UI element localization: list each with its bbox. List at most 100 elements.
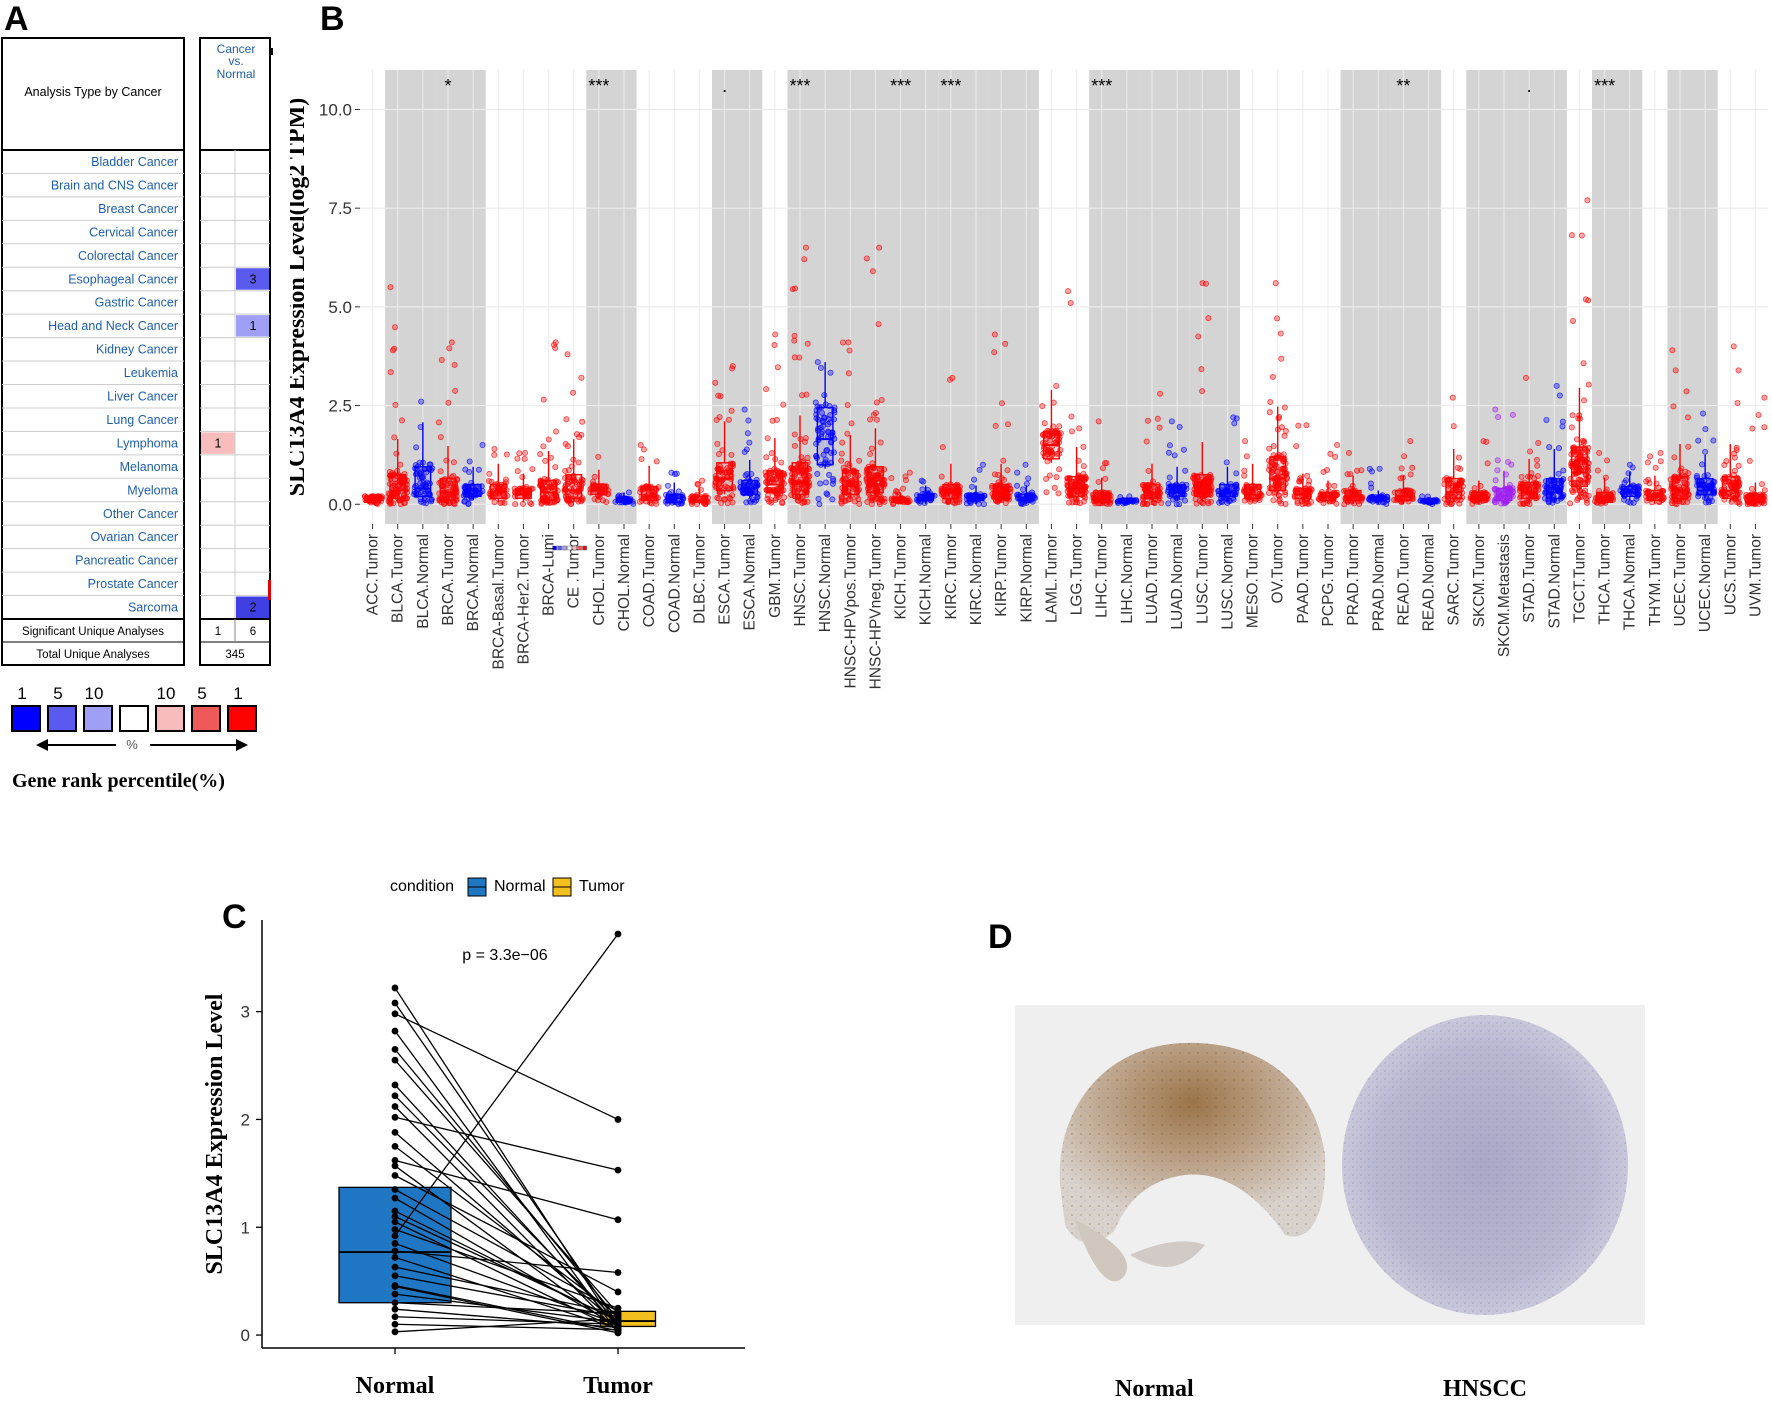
data-point bbox=[514, 468, 521, 475]
data-point bbox=[448, 339, 455, 346]
data-point bbox=[1266, 445, 1273, 452]
legend-arrowhead-left bbox=[36, 739, 48, 751]
data-point bbox=[1695, 437, 1702, 444]
y-tick-label: 1 bbox=[241, 1218, 250, 1237]
data-point bbox=[1267, 399, 1274, 406]
normal-point bbox=[391, 1299, 399, 1307]
x-tick-label: THCA.Tumor bbox=[1597, 534, 1614, 625]
data-point bbox=[716, 414, 723, 421]
data-point bbox=[1014, 482, 1021, 489]
x-tick-label: CHOL.Normal bbox=[616, 534, 633, 631]
data-point bbox=[872, 481, 879, 488]
data-point bbox=[1495, 414, 1502, 421]
data-point bbox=[729, 492, 736, 499]
data-point bbox=[552, 428, 559, 435]
data-point bbox=[1584, 197, 1591, 204]
data-point bbox=[1145, 467, 1152, 474]
data-point bbox=[1304, 472, 1311, 479]
data-point bbox=[1166, 474, 1173, 481]
x-tick-label: LUSC.Tumor bbox=[1194, 534, 1211, 624]
data-point bbox=[803, 391, 810, 398]
data-point bbox=[1761, 487, 1768, 494]
data-point bbox=[1585, 492, 1592, 499]
data-point bbox=[387, 284, 394, 291]
x-tick-label: BLCA.Tumor bbox=[390, 534, 407, 623]
data-point bbox=[1180, 446, 1187, 453]
legend-title: Gene rank percentile(%) bbox=[12, 770, 225, 792]
data-point bbox=[391, 324, 398, 331]
data-point bbox=[1568, 424, 1575, 431]
data-point bbox=[714, 440, 721, 447]
data-point bbox=[1022, 461, 1029, 468]
x-tick-label: UVM.Tumor bbox=[1747, 534, 1764, 617]
data-point bbox=[1555, 445, 1562, 452]
data-point bbox=[768, 450, 775, 457]
pair-line bbox=[394, 1116, 619, 1171]
data-point bbox=[1484, 460, 1491, 467]
data-point bbox=[1546, 444, 1553, 451]
data-point bbox=[826, 471, 833, 478]
tumor-point bbox=[614, 1116, 622, 1123]
data-point bbox=[1095, 478, 1102, 485]
row-label: Kidney Cancer bbox=[96, 343, 178, 357]
data-point bbox=[838, 457, 845, 464]
x-tick-label: CHOL.Tumor bbox=[591, 534, 608, 626]
x-tick-label: PAAD.Tumor bbox=[1295, 534, 1312, 624]
data-point bbox=[452, 387, 459, 394]
data-point bbox=[1056, 423, 1063, 430]
x-tick-label: PRAD.Tumor bbox=[1345, 534, 1362, 626]
cell-value-right: 2 bbox=[250, 601, 257, 615]
box bbox=[439, 477, 457, 502]
data-point bbox=[1202, 280, 1209, 287]
data-point bbox=[1345, 449, 1352, 456]
data-point bbox=[1000, 457, 1007, 464]
data-point bbox=[450, 459, 457, 466]
x-tick-label: HNSC.Normal bbox=[817, 534, 834, 632]
data-point bbox=[499, 485, 506, 492]
data-point bbox=[1242, 438, 1249, 445]
data-point bbox=[1276, 498, 1283, 505]
data-point bbox=[746, 439, 753, 446]
data-point bbox=[1494, 467, 1501, 474]
data-point bbox=[991, 331, 998, 338]
data-point bbox=[638, 456, 645, 463]
y-tick-label: 0.0 bbox=[328, 495, 352, 514]
data-point bbox=[838, 450, 845, 457]
data-point bbox=[1243, 453, 1250, 460]
significance-mark: *** bbox=[890, 76, 911, 96]
normal-point bbox=[391, 1240, 399, 1247]
data-point bbox=[1293, 443, 1300, 450]
data-point bbox=[491, 451, 498, 458]
data-point bbox=[573, 431, 580, 438]
data-point bbox=[1333, 500, 1340, 507]
data-point bbox=[744, 430, 751, 437]
data-point bbox=[1535, 440, 1542, 447]
data-point bbox=[1594, 467, 1601, 474]
data-point bbox=[791, 431, 798, 438]
normal-point bbox=[391, 1247, 399, 1255]
data-point bbox=[1580, 360, 1587, 367]
box bbox=[1545, 477, 1563, 500]
data-point bbox=[694, 480, 701, 487]
data-point bbox=[779, 500, 786, 507]
data-point bbox=[1708, 498, 1715, 505]
data-point bbox=[920, 478, 927, 485]
legend-swatch bbox=[155, 705, 185, 732]
data-point bbox=[802, 435, 809, 442]
data-point bbox=[1655, 484, 1662, 491]
x-tick-label: SKCM.Metastasis bbox=[1496, 534, 1513, 657]
data-point bbox=[1509, 411, 1516, 418]
tumor-point bbox=[614, 1288, 622, 1296]
significance-mark: . bbox=[722, 76, 727, 96]
data-point bbox=[545, 436, 552, 443]
data-point bbox=[413, 444, 420, 451]
data-point bbox=[1266, 409, 1273, 416]
data-point bbox=[522, 449, 529, 456]
significant-label: Significant Unique Analyses bbox=[22, 626, 164, 638]
significance-mark: *** bbox=[940, 76, 961, 96]
data-point bbox=[1344, 471, 1351, 478]
tumor-point bbox=[614, 1329, 622, 1337]
tumor-normal-shade bbox=[1340, 70, 1391, 524]
box bbox=[640, 485, 658, 502]
data-point bbox=[868, 445, 875, 452]
